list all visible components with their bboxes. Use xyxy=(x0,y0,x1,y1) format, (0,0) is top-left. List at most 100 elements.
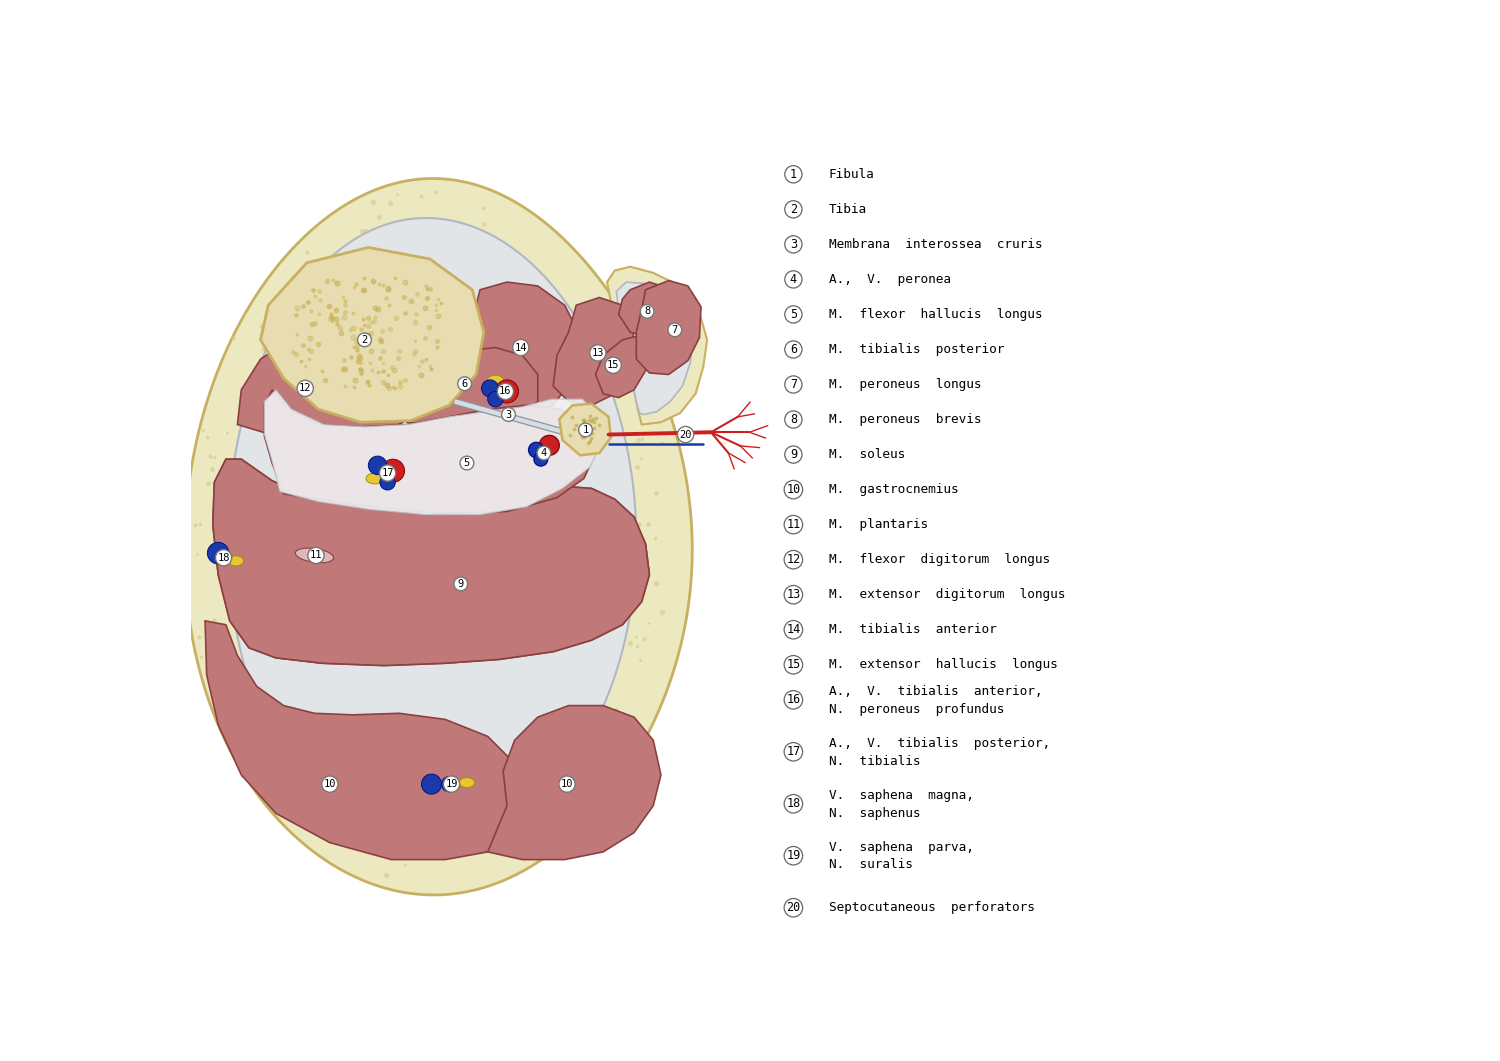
Text: M.  peroneus  longus: M. peroneus longus xyxy=(830,378,981,392)
Text: N.  tibialis: N. tibialis xyxy=(830,754,921,767)
Text: Tibia: Tibia xyxy=(830,203,867,215)
Text: A.,  V.  peronea: A., V. peronea xyxy=(830,273,951,285)
Text: 1: 1 xyxy=(790,168,796,180)
Text: N.  suralis: N. suralis xyxy=(830,858,912,871)
Text: Septocutaneous  perforators: Septocutaneous perforators xyxy=(830,901,1035,915)
Text: 10: 10 xyxy=(561,779,573,789)
Text: 7: 7 xyxy=(790,378,796,392)
Text: 17: 17 xyxy=(786,745,801,759)
Text: A.,  V.  tibialis  posterior,: A., V. tibialis posterior, xyxy=(830,736,1050,750)
Polygon shape xyxy=(399,348,537,427)
Text: N.  peroneus  profundus: N. peroneus profundus xyxy=(830,702,1004,715)
Text: 19: 19 xyxy=(786,849,801,863)
Text: M.  peroneus  brevis: M. peroneus brevis xyxy=(830,413,981,427)
Polygon shape xyxy=(488,706,662,859)
Polygon shape xyxy=(596,336,650,398)
Text: M.  tibialis  posterior: M. tibialis posterior xyxy=(830,343,1004,355)
Polygon shape xyxy=(636,280,700,375)
Text: M.  gastrocnemius: M. gastrocnemius xyxy=(830,483,958,497)
Polygon shape xyxy=(618,282,676,337)
Polygon shape xyxy=(261,247,484,422)
Text: 16: 16 xyxy=(786,693,801,707)
Circle shape xyxy=(381,459,405,483)
Text: 18: 18 xyxy=(217,553,229,562)
Text: 9: 9 xyxy=(790,448,796,462)
Text: 17: 17 xyxy=(381,468,394,479)
Polygon shape xyxy=(184,178,693,894)
Text: 7: 7 xyxy=(672,325,678,335)
Text: 15: 15 xyxy=(608,361,619,370)
Text: 13: 13 xyxy=(786,588,801,602)
Circle shape xyxy=(441,777,458,792)
Circle shape xyxy=(540,435,560,455)
Text: 19: 19 xyxy=(446,779,458,789)
Text: 12: 12 xyxy=(786,553,801,567)
Text: 1: 1 xyxy=(582,424,588,435)
Circle shape xyxy=(207,542,230,563)
Circle shape xyxy=(380,474,396,490)
Circle shape xyxy=(528,442,544,457)
Text: 4: 4 xyxy=(790,273,796,285)
Polygon shape xyxy=(264,389,603,515)
Text: 3: 3 xyxy=(790,238,796,250)
Text: 6: 6 xyxy=(790,343,796,355)
Polygon shape xyxy=(554,297,634,405)
Text: 18: 18 xyxy=(786,797,801,811)
Polygon shape xyxy=(264,389,596,514)
Ellipse shape xyxy=(366,473,382,484)
Text: 15: 15 xyxy=(786,658,801,672)
Text: 10: 10 xyxy=(786,483,801,497)
Text: 11: 11 xyxy=(786,518,801,532)
Text: V.  saphena  magna,: V. saphena magna, xyxy=(830,788,974,802)
Text: M.  soleus: M. soleus xyxy=(830,448,904,462)
Text: M.  extensor  digitorum  longus: M. extensor digitorum longus xyxy=(830,588,1065,602)
Text: 20: 20 xyxy=(680,430,692,439)
Text: Fibula: Fibula xyxy=(830,168,874,180)
Ellipse shape xyxy=(228,556,243,566)
Text: 11: 11 xyxy=(309,551,322,560)
Polygon shape xyxy=(228,218,636,850)
Text: 8: 8 xyxy=(644,307,650,316)
Polygon shape xyxy=(616,282,693,415)
Text: Membrana  interossea  cruris: Membrana interossea cruris xyxy=(830,238,1042,250)
Text: A.,  V.  tibialis  anterior,: A., V. tibialis anterior, xyxy=(830,684,1042,698)
Circle shape xyxy=(488,392,502,406)
Circle shape xyxy=(422,775,441,794)
Ellipse shape xyxy=(488,376,504,386)
Text: M.  flexor  digitorum  longus: M. flexor digitorum longus xyxy=(830,553,1050,567)
Text: M.  extensor  hallucis  longus: M. extensor hallucis longus xyxy=(830,658,1058,672)
Text: 16: 16 xyxy=(500,386,512,397)
Text: 14: 14 xyxy=(514,343,526,352)
Circle shape xyxy=(495,380,519,403)
Polygon shape xyxy=(468,282,580,417)
Text: 20: 20 xyxy=(786,901,801,915)
Circle shape xyxy=(369,456,387,474)
Ellipse shape xyxy=(459,778,474,787)
Ellipse shape xyxy=(296,549,333,562)
Text: V.  saphena  parva,: V. saphena parva, xyxy=(830,840,974,854)
Text: 2: 2 xyxy=(362,335,368,345)
Text: 3: 3 xyxy=(506,410,512,419)
Text: 9: 9 xyxy=(458,579,464,589)
Text: 14: 14 xyxy=(786,623,801,637)
Text: 8: 8 xyxy=(790,413,796,427)
Text: 5: 5 xyxy=(790,308,796,320)
Text: M.  plantaris: M. plantaris xyxy=(830,518,928,532)
Text: 5: 5 xyxy=(464,458,470,468)
Text: N.  saphenus: N. saphenus xyxy=(830,806,921,819)
Polygon shape xyxy=(206,621,526,859)
Text: 2: 2 xyxy=(790,203,796,215)
Text: 12: 12 xyxy=(298,383,312,394)
Text: 6: 6 xyxy=(462,379,468,388)
Circle shape xyxy=(482,380,498,397)
Text: 10: 10 xyxy=(324,779,336,789)
Text: M.  flexor  hallucis  longus: M. flexor hallucis longus xyxy=(830,308,1042,320)
Circle shape xyxy=(534,452,548,466)
Text: M.  tibialis  anterior: M. tibialis anterior xyxy=(830,623,996,637)
Text: 13: 13 xyxy=(591,348,604,358)
Text: 4: 4 xyxy=(542,448,548,458)
Polygon shape xyxy=(213,459,650,665)
Polygon shape xyxy=(608,266,706,424)
Polygon shape xyxy=(237,328,411,442)
Polygon shape xyxy=(560,404,610,455)
